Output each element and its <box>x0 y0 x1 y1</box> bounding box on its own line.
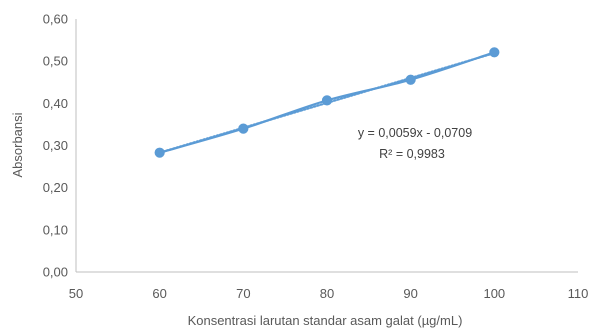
x-tick-label: 80 <box>320 286 334 301</box>
y-tick-label: 0,50 <box>43 54 68 69</box>
x-tick-label: 70 <box>236 286 250 301</box>
trendline-equation: y = 0,0059x - 0,0709 <box>358 126 472 140</box>
axes <box>75 19 578 273</box>
x-tick-label: 110 <box>568 286 589 301</box>
x-tick-label: 60 <box>152 286 166 301</box>
x-tick-label: 50 <box>69 286 83 301</box>
trendline-r-squared: R² = 0,9983 <box>379 147 445 161</box>
data-point <box>154 147 165 158</box>
data-point <box>405 74 416 85</box>
y-tick-label: 0,30 <box>43 138 68 153</box>
data-point <box>489 47 500 58</box>
x-tick-label: 100 <box>483 286 505 301</box>
y-tick-label: 0,10 <box>43 222 68 237</box>
data-point <box>238 123 249 134</box>
x-axis-title: Konsentrasi larutan standar asam galat (… <box>188 313 463 328</box>
y-tick-label: 0,40 <box>43 96 68 111</box>
y-tick-label: 0,60 <box>43 12 68 27</box>
y-tick-label: 0,20 <box>43 180 68 195</box>
series-group <box>154 47 500 158</box>
data-point <box>321 95 333 106</box>
y-tick-label: 0,00 <box>43 265 68 280</box>
x-tick-label: 90 <box>403 286 417 301</box>
tick-labels: 0,00 0,10 0,20 0,30 0,40 0,50 0,60 50 60 70 80 90 10… <box>43 12 589 302</box>
y-axis-title: Absorbansi <box>10 112 25 177</box>
